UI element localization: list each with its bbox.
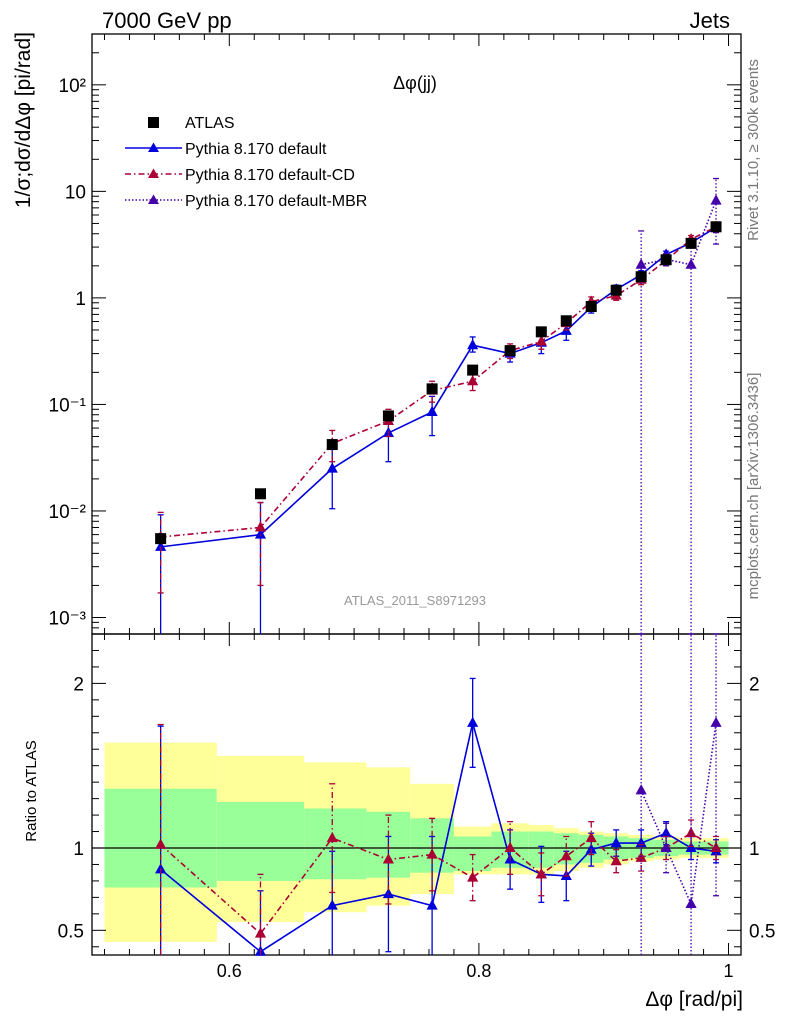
main-marker-default [254,528,267,539]
main-marker-atlas [585,301,597,313]
band-inner-5 [453,836,492,872]
ratio-marker-default [382,887,394,899]
main-marker-atlas [660,254,672,266]
main-series-atlas [155,221,722,545]
ratio-marker-default-cd [535,868,547,879]
ratio-line-default-cd [160,832,717,935]
main-line-default [160,226,717,548]
main-ylabel: 1/σ;dσ/dΔφ [pi/rad] [12,32,35,208]
main-marker-default-mbr [635,258,647,269]
y-tick-label: 10⁻¹ [49,395,87,416]
ratio-marker-default-cd [382,853,394,864]
ratio-marker-default-cd [560,850,572,861]
main-marker-default [326,462,338,473]
ratio-y-tick-label: 1 [73,839,84,860]
legend-default-label: Pythia 8.170 default [185,141,327,158]
main-marker-atlas [155,533,167,545]
main-marker-atlas [535,326,547,338]
header-process: Jets [690,8,730,33]
main-marker-default [155,540,167,551]
legend-atlas-marker [148,117,159,128]
ratio-marker-default-cd [426,848,438,859]
ratio-line-default-mbr [640,722,717,907]
ratio-marker-default-cd [254,927,267,938]
legend-cd-label: Pythia 8.170 default-CD [185,167,355,184]
main-marker-default-cd [254,521,267,532]
ratio-marker-default-mbr [635,784,647,795]
ratio-marker-default [610,836,622,848]
ratio-ylabel: Ratio to ATLAS [23,740,40,841]
analysis-label: ATLAS_2011_S8971293 [344,593,486,608]
band-inner-2 [304,808,367,880]
main-marker-atlas [504,345,516,357]
main-line-default-cd [160,226,717,538]
x-tick-label: 1 [724,961,734,981]
y-tick-label: 1 [75,289,86,310]
x-tick-label: 0.6 [217,961,242,981]
rivet-label: Rivet 3.1.10, ≥ 300k events [745,59,762,241]
ratio-marker-default-cd [710,841,722,853]
x-tick-label: 0.8 [466,961,491,981]
ratio-marker-default-mbr [685,897,697,908]
ratio-marker-default [326,899,338,910]
main-marker-default-cd [535,335,547,346]
ratio-marker-default [585,843,597,854]
legend-atlas-label: ATLAS [185,115,235,132]
y-tick-label: 10 [65,182,86,203]
main-marker-atlas [467,364,479,376]
y-tick-label: 10² [59,76,86,97]
main-marker-atlas [326,439,338,451]
main-marker-default [426,405,438,416]
main-marker-default-mbr [710,194,722,205]
ratio-series-default-cd [155,723,722,955]
ratio-marker-default-mbr [660,841,672,853]
ratio-marker-default-mbr [710,716,722,727]
y-tick-label: 10⁻² [49,502,87,523]
main-series-default-mbr [635,177,722,634]
legend-mbr-label: Pythia 8.170 default-MBR [185,193,367,210]
ratio-xlabel: Δφ [rad/pi] [645,988,743,1011]
header-energy: 7000 GeV pp [102,8,232,33]
ratio-marker-default-cd [155,838,167,849]
main-marker-atlas [426,383,438,395]
main-marker-atlas [560,315,572,327]
ratio-y-tick-label: 2 [73,674,84,695]
main-marker-default-mbr [685,258,697,269]
ratio-y-tick-label-right: 0.5 [749,921,775,942]
y-tick-label: 10⁻³ [49,608,87,629]
mcplots-label: mcplots.cern.ch [arXiv:1306.3436] [745,373,762,600]
main-marker-atlas [635,271,647,283]
ratio-marker-default [467,716,479,727]
ratio-marker-default-cd [610,854,622,866]
ratio-marker-default [660,826,672,838]
main-marker-default [467,338,479,350]
ratio-y-tick-label-right: 1 [749,839,760,860]
ratio-marker-default [426,899,438,910]
main-marker-default-cd [467,375,479,386]
main-marker-atlas [382,410,394,422]
ratio-marker-default-cd [585,831,597,843]
main-marker-atlas [685,237,697,249]
ratio-bands [104,742,729,942]
ratio-frame [91,633,742,956]
main-marker-atlas [710,221,722,233]
legend-default-marker [148,142,159,152]
ratio-marker-default-cd [467,871,479,882]
ratio-y-tick-label: 0.5 [58,921,84,942]
ratio-marker-default-cd [326,831,338,843]
main-marker-atlas [610,284,622,296]
ratio-series-default-mbr [635,633,722,955]
legend: ATLAS Pythia 8.170 default Pythia 8.170 … [125,115,367,210]
ratio-marker-default-cd [504,841,516,853]
legend-cd-marker [148,168,159,178]
main-title: Δφ(jj) [393,73,437,93]
band-inner-1 [216,801,305,881]
legend-mbr-marker [148,194,159,204]
ratio-y-tick-label-right: 2 [749,674,760,695]
main-marker-atlas [254,488,266,500]
main-line-default-mbr [640,200,717,266]
